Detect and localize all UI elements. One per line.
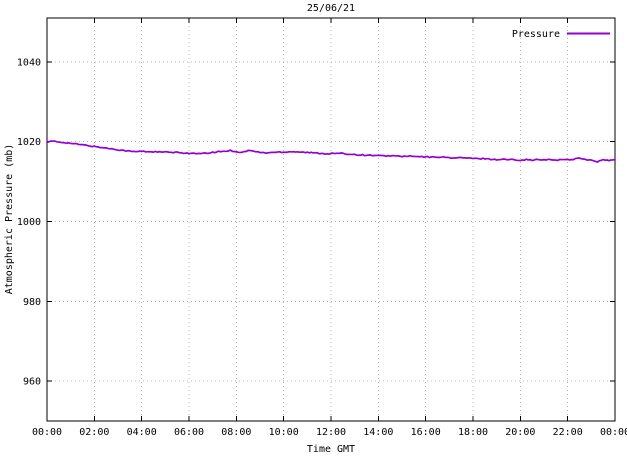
- x-axis-label: Time GMT: [307, 444, 355, 455]
- chart-title: 25/06/21: [307, 3, 355, 14]
- x-tick-label: 00:00: [600, 427, 627, 438]
- x-tick-label: 06:00: [174, 427, 204, 438]
- x-tick-label: 10:00: [269, 427, 299, 438]
- x-tick-label: 00:00: [32, 427, 62, 438]
- y-tick-label: 980: [23, 297, 41, 308]
- y-axis-label: Atmospheric Pressure (mb): [4, 144, 15, 295]
- x-tick-label: 12:00: [316, 427, 346, 438]
- pressure-line: [46, 140, 616, 163]
- legend-label: Pressure: [512, 29, 560, 40]
- x-tick-label: 04:00: [127, 427, 157, 438]
- x-tick-label: 14:00: [363, 427, 393, 438]
- y-tick-label: 960: [23, 377, 41, 388]
- y-tick-labels: 960 980 1000 1020 1040: [17, 57, 41, 387]
- axis-ticks: [46, 18, 616, 421]
- x-tick-label: 22:00: [553, 427, 583, 438]
- legend: Pressure: [512, 29, 610, 40]
- x-tick-label: 18:00: [458, 427, 488, 438]
- y-tick-label: 1020: [17, 137, 41, 148]
- grid-lines: [46, 18, 616, 421]
- y-tick-label: 1040: [17, 57, 41, 68]
- x-tick-labels: 00:00 02:00 04:00 06:00 08:00 10:00 12:00 14:00…: [32, 427, 627, 438]
- x-tick-label: 20:00: [505, 427, 535, 438]
- x-tick-label: 02:00: [79, 427, 109, 438]
- x-tick-label: 16:00: [411, 427, 441, 438]
- x-tick-label: 08:00: [221, 427, 251, 438]
- y-tick-label: 1000: [17, 217, 41, 228]
